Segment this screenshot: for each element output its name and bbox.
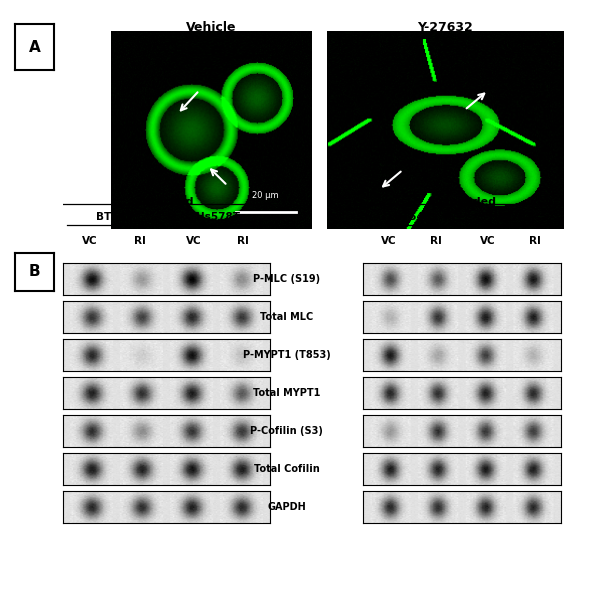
Text: BT549: BT549	[394, 212, 431, 222]
Text: Vehicle: Vehicle	[186, 21, 236, 34]
Text: BT549: BT549	[96, 212, 133, 222]
Text: Total MYPT1: Total MYPT1	[253, 388, 320, 398]
Text: A: A	[29, 40, 40, 55]
Text: RI: RI	[237, 236, 249, 245]
Text: Suspended: Suspended	[427, 197, 497, 207]
Text: VC: VC	[381, 236, 397, 245]
Text: GAPDH: GAPDH	[268, 502, 306, 512]
Text: VC: VC	[480, 236, 496, 245]
Text: Total MLC: Total MLC	[260, 312, 313, 322]
Text: P-Cofilin (S3): P-Cofilin (S3)	[250, 426, 323, 436]
Text: Total Cofilin: Total Cofilin	[254, 464, 320, 474]
Text: Y-27632: Y-27632	[418, 21, 473, 34]
Text: VC: VC	[82, 236, 98, 245]
Text: P-MLC (S19): P-MLC (S19)	[253, 274, 320, 284]
Text: RI: RI	[529, 236, 541, 245]
Text: P-MYPT1 (T853): P-MYPT1 (T853)	[243, 350, 331, 360]
Text: B: B	[29, 264, 40, 279]
Text: VC: VC	[185, 236, 201, 245]
Text: RI: RI	[134, 236, 146, 245]
Text: RI: RI	[430, 236, 442, 245]
Text: Hs578T: Hs578T	[196, 212, 240, 222]
Text: Attached: Attached	[138, 197, 195, 207]
Text: 20 μm: 20 μm	[253, 191, 279, 200]
Text: Hs578T: Hs578T	[490, 212, 533, 222]
